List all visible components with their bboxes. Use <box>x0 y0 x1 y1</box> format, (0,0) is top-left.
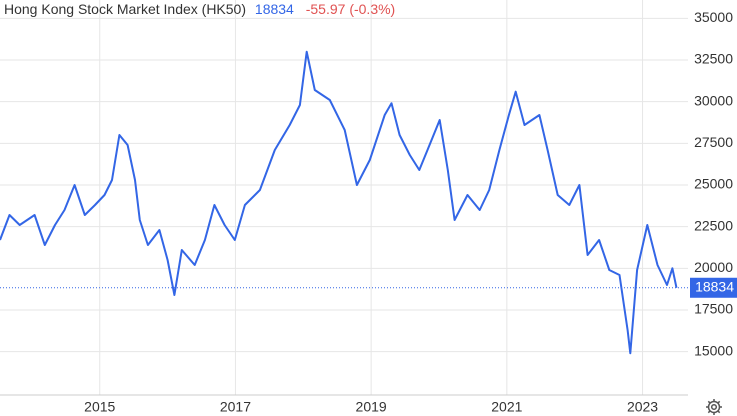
chart-header: Hong Kong Stock Market Index (HK50) 1883… <box>4 1 395 17</box>
x-tick-label: 2023 <box>627 399 658 415</box>
price-line <box>0 50 678 355</box>
y-tick-label: 22500 <box>694 217 733 233</box>
y-tick-label: 32500 <box>694 51 733 67</box>
y-tick-label: 20000 <box>694 259 733 275</box>
y-tick-label: 17500 <box>694 301 733 317</box>
x-tick-label: 2019 <box>356 399 387 415</box>
last-value-label: 18834 <box>695 278 734 294</box>
chart-title: Hong Kong Stock Market Index (HK50) <box>4 1 246 17</box>
x-tick-label: 2017 <box>220 399 251 415</box>
x-tick-label: 2015 <box>84 399 115 415</box>
x-tick-label: 2021 <box>491 399 522 415</box>
y-tick-label: 27500 <box>694 134 733 150</box>
y-tick-label: 25000 <box>694 176 733 192</box>
change: -55.97 (-0.3%) <box>306 1 395 17</box>
settings-icon[interactable] <box>706 399 722 415</box>
last-value-badge <box>690 277 737 298</box>
y-tick-label: 35000 <box>694 9 733 25</box>
y-tick-label: 15000 <box>694 342 733 358</box>
last-value: 18834 <box>255 1 294 17</box>
y-tick-label: 30000 <box>694 92 733 108</box>
